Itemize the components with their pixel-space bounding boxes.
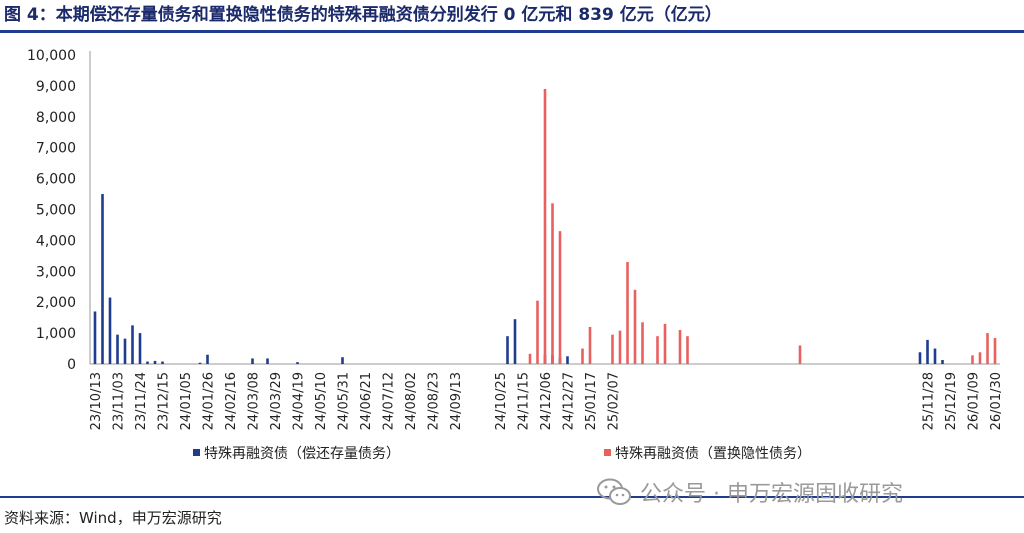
y-tick-label: 10,000	[27, 48, 76, 64]
wechat-icon	[597, 478, 631, 505]
bar-repay	[123, 338, 127, 364]
y-tick-label: 2,000	[36, 295, 76, 311]
bar-repay	[933, 348, 937, 364]
x-tick-label: 23/12/15	[157, 372, 172, 430]
y-tick-label: 5,000	[36, 203, 76, 219]
bar-repay	[93, 311, 97, 364]
bar-repay	[108, 297, 112, 364]
x-tick-label: 24/04/19	[292, 372, 307, 430]
x-tick-label: 25/12/19	[944, 372, 959, 430]
y-tick-label: 8,000	[36, 110, 76, 126]
bar-replace	[536, 300, 539, 364]
bar-repay	[153, 360, 157, 364]
watermark: 公众号 · 申万宏源固收研究	[596, 474, 903, 510]
y-tick-label: 6,000	[36, 172, 76, 188]
watermark-text: 公众号 · 申万宏源固收研究	[640, 482, 903, 507]
bar-repay	[116, 334, 119, 364]
x-tick-label: 24/03/29	[269, 372, 284, 430]
y-tick-label: 1,000	[36, 326, 76, 342]
x-tick-label: 24/08/02	[404, 372, 419, 430]
bar-replace	[656, 336, 659, 364]
legend-swatch-replace	[604, 449, 611, 456]
x-tick-label: 24/02/16	[224, 372, 239, 430]
bar-replace	[626, 262, 629, 364]
bar-repay	[206, 354, 209, 364]
x-tick-label: 24/05/31	[337, 372, 352, 430]
bar-replace	[798, 345, 802, 364]
legend-swatch-repay	[193, 449, 200, 456]
bar-replace	[528, 353, 532, 364]
x-tick-label: 24/11/15	[517, 372, 532, 430]
y-tick-label: 4,000	[36, 233, 76, 249]
bar-replace	[633, 289, 637, 364]
bar-replace	[641, 322, 644, 364]
x-tick-label: 24/05/10	[314, 372, 329, 430]
bar-repay	[146, 361, 149, 364]
bar-replace	[558, 231, 562, 364]
x-tick-label: 24/09/13	[449, 372, 464, 430]
bar-replace	[663, 323, 667, 364]
x-tick-label: 26/01/09	[967, 372, 982, 430]
chart-title: 图 4：本期偿还存量债务和置换隐性债务的特殊再融资债分别发行 0 亿元和 839…	[4, 5, 722, 25]
bar-replace	[581, 348, 584, 364]
bar-replace	[978, 352, 982, 364]
bar-repay	[926, 339, 929, 364]
x-tick-label: 24/12/06	[539, 372, 554, 430]
x-tick-label: 23/10/13	[89, 372, 104, 430]
x-tick-label: 24/12/27	[562, 372, 577, 430]
chart-area: 23/10/13 23/11/03 23/11/24 23/12/15 24/01/05…	[27, 48, 1004, 462]
top-rule	[0, 30, 1024, 33]
x-axis-ticks: 23/10/13 23/11/03 23/11/24 23/12/15 24/01/05…	[89, 372, 1004, 430]
bar-repay	[198, 362, 202, 364]
x-tick-label: 24/10/25	[494, 372, 509, 430]
x-tick-label: 24/03/08	[247, 372, 262, 430]
x-tick-label: 26/01/30	[989, 372, 1004, 430]
bar-replace	[543, 88, 547, 365]
x-tick-label: 24/08/23	[427, 372, 442, 430]
y-axis-ticks: 0 1,000 2,000 3,000 4,000 5,000 6,000 7,000 8,00…	[27, 48, 76, 373]
bar-replace	[618, 330, 622, 364]
x-tick-label: 25/11/28	[922, 372, 937, 430]
chart-legend: 特殊再融资债（偿还存量债务） 特殊再融资债（置换隐性债务）	[193, 445, 811, 462]
bar-replace	[686, 336, 689, 364]
bar-replace	[678, 330, 682, 364]
y-tick-label: 9,000	[36, 79, 76, 95]
bar-repay	[251, 358, 254, 364]
bar-repay	[506, 336, 509, 364]
legend-label-repay: 特殊再融资债（偿还存量债务）	[204, 446, 400, 462]
y-tick-label: 7,000	[36, 141, 76, 157]
bar-repay	[941, 359, 944, 364]
bar-repay	[131, 325, 134, 365]
x-tick-label: 24/07/12	[382, 372, 397, 430]
bar-replace	[986, 333, 989, 364]
bar-replace	[588, 326, 592, 364]
x-tick-label: 24/06/21	[359, 372, 374, 430]
bar-repay	[566, 356, 569, 364]
y-tick-label: 3,000	[36, 264, 76, 280]
source-note: 资料来源：Wind，申万宏源研究	[4, 509, 222, 527]
bar-repay	[266, 358, 269, 364]
bottom-rule	[0, 496, 1024, 498]
x-tick-label: 23/11/24	[134, 372, 149, 430]
bar-repay	[513, 319, 517, 364]
x-tick-label: 25/01/17	[584, 372, 599, 430]
x-tick-label: 24/01/26	[202, 372, 217, 430]
x-tick-label: 24/01/05	[179, 372, 194, 430]
series-repay-bars	[93, 194, 944, 365]
bar-repay	[341, 357, 344, 364]
x-tick-label: 25/02/07	[607, 372, 622, 430]
bar-replace	[611, 334, 614, 364]
bar-replace	[993, 338, 997, 364]
x-tick-label: 23/11/03	[112, 372, 127, 430]
bar-repay	[296, 362, 299, 364]
bar-repay	[161, 361, 164, 364]
bar-repay	[101, 194, 104, 364]
y-tick-label: 0	[67, 357, 76, 373]
legend-label-replace: 特殊再融资债（置换隐性债务）	[615, 445, 811, 462]
bar-replace	[971, 355, 974, 364]
bar-replace	[551, 203, 554, 364]
series-replace-bars	[528, 88, 997, 365]
bar-repay	[918, 352, 922, 364]
bar-repay	[138, 333, 142, 364]
